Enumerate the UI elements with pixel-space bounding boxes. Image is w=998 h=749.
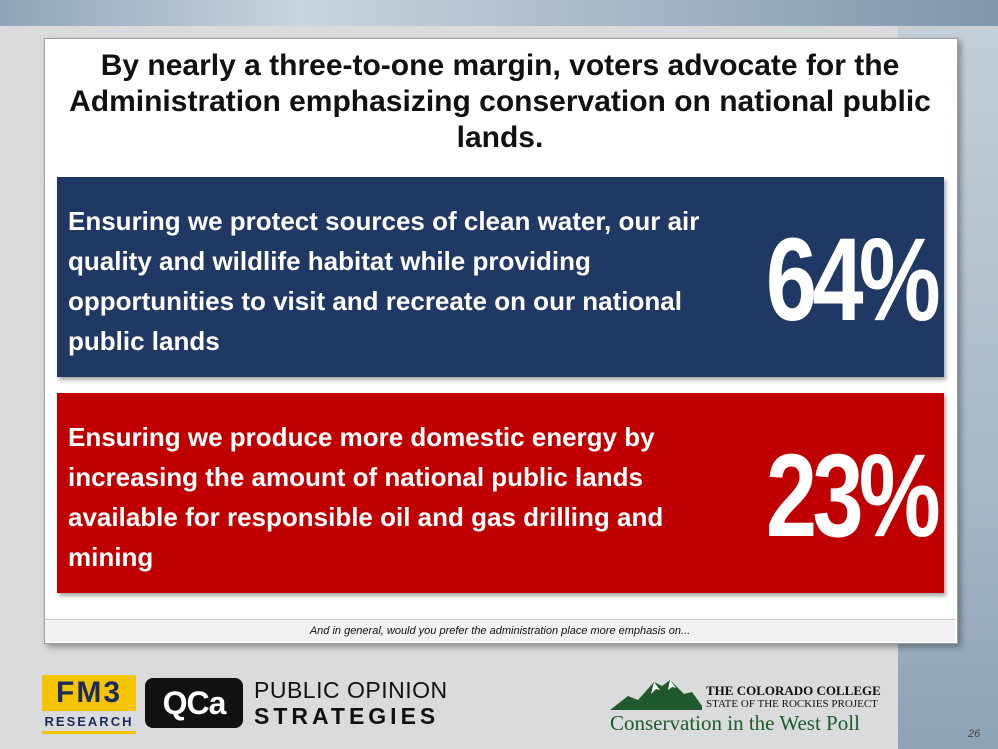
- option-conservation-text: Ensuring we protect sources of clean wat…: [68, 206, 700, 356]
- page-number: 26: [968, 728, 981, 740]
- background-top: [0, 0, 998, 26]
- option-conservation-percent: 64%: [765, 214, 941, 346]
- option-energy-text: Ensuring we produce more domestic energy…: [68, 422, 664, 572]
- fm3-logo-mark: FM3: [42, 675, 136, 711]
- slide-title: By nearly a three-to-one margin, voters …: [69, 49, 931, 154]
- public-opinion-strategies-logo-line2: STRATEGIES: [254, 703, 440, 729]
- colorado-college-logo-line1: THE COLORADO COLLEGE: [706, 683, 881, 698]
- qca-logo-text: QCa: [162, 685, 227, 721]
- fm3-logo-subtitle: RESEARCH: [42, 713, 136, 734]
- fm3-research-logo: FM3 RESEARCH: [42, 675, 136, 734]
- public-opinion-strategies-logo-line1: PUBLIC OPINION: [254, 677, 448, 703]
- option-energy-percent: 23%: [765, 430, 941, 562]
- option-energy-box: Ensuring we produce more domestic energy…: [57, 393, 944, 593]
- option-conservation-box: Ensuring we protect sources of clean wat…: [57, 177, 944, 377]
- mountain-icon: [610, 680, 702, 710]
- qca-logo: QCa: [145, 678, 243, 728]
- question-footnote: And in general, would you prefer the adm…: [45, 619, 955, 642]
- conservation-poll-logo-text: Conservation in the West Poll: [610, 711, 860, 735]
- colorado-college-logo-line2: STATE OF THE ROCKIES PROJECT: [706, 698, 878, 710]
